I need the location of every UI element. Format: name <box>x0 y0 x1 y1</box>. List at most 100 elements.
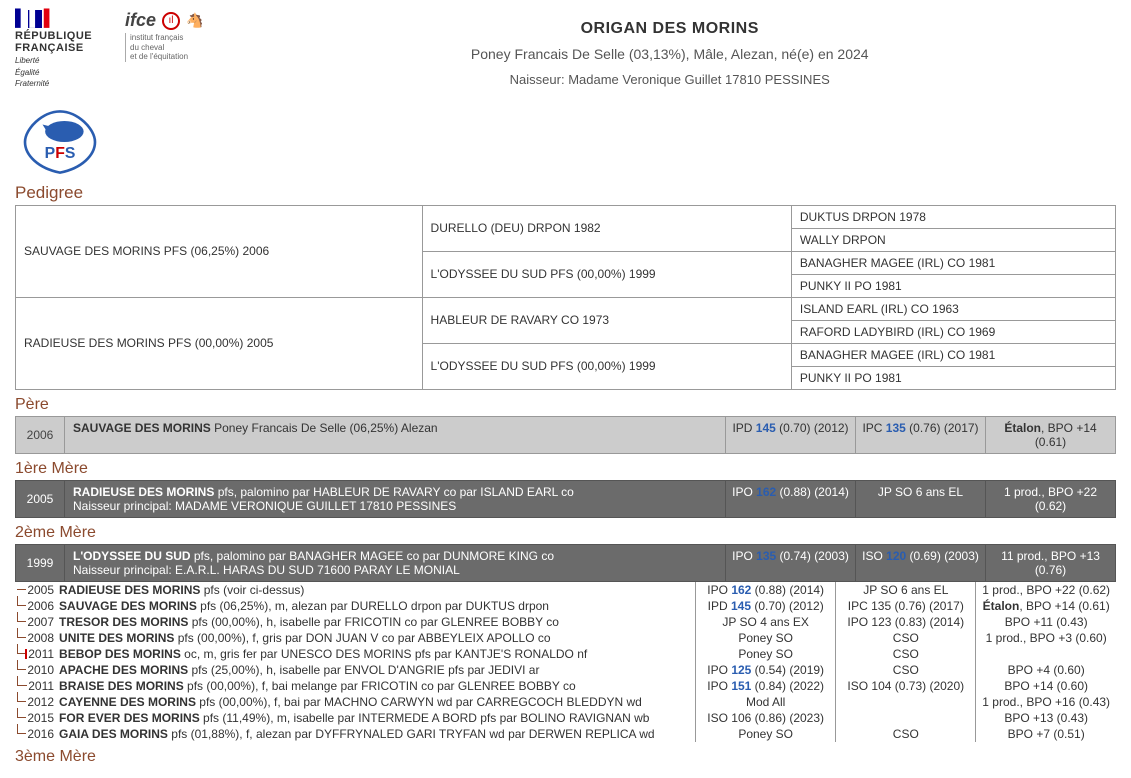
offspring-name: GAIA DES MORINS pfs (01,88%), f, alezan … <box>55 726 696 742</box>
offspring-row: 2012CAYENNE DES MORINS pfs (00,00%), f, … <box>15 694 1116 710</box>
offspring-stat1: Poney SO <box>696 630 836 646</box>
offspring-stat3: 1 prod., BPO +16 (0.43) <box>976 694 1116 710</box>
pere-row: 2006 SAUVAGE DES MORINS Poney Francais D… <box>15 416 1116 454</box>
section-pedigree: Pedigree <box>15 183 1116 203</box>
offspring-stat2: IPO 123 (0.83) (2014) <box>836 614 976 630</box>
offspring-table: 2005RADIEUSE DES MORINS pfs (voir ci-des… <box>15 582 1116 742</box>
offspring-stat1: IPD 145 (0.70) (2012) <box>696 598 836 614</box>
mere1-stat1: IPO 162 (0.88) (2014) <box>726 480 856 518</box>
offspring-year: 2010 <box>15 662 55 678</box>
pedigree-sds: BANAGHER MAGEE (IRL) CO 1981 <box>791 251 1115 274</box>
pedigree-dsd: RAFORD LADYBIRD (IRL) CO 1969 <box>791 320 1115 343</box>
rf-motto2: Égalité <box>15 68 105 78</box>
mere2-row: 1999 L'ODYSSEE DU SUD pfs, palomino par … <box>15 544 1116 582</box>
left-logos: ▌▌▌ RÉPUBLIQUE FRANÇAISE Liberté Égalité… <box>15 10 105 177</box>
pere-stat2: IPC 135 (0.76) (2017) <box>856 416 986 454</box>
section-mere2: 2ème Mère <box>15 524 1116 542</box>
offspring-name: SAUVAGE DES MORINS pfs (06,25%), m, alez… <box>55 598 696 614</box>
offspring-stat1: IPO 125 (0.54) (2019) <box>696 662 836 678</box>
offspring-stat3: BPO +7 (0.51) <box>976 726 1116 742</box>
offspring-stat2 <box>836 710 976 726</box>
pfs-logo: PFS <box>15 107 105 177</box>
offspring-stat1: Mod All <box>696 694 836 710</box>
ifce-sub: institut français du cheval et de l'équi… <box>125 33 203 62</box>
offspring-year: 2005 <box>15 582 55 598</box>
rf-line1: RÉPUBLIQUE <box>15 30 105 42</box>
republique-francaise-logo: ▌▌▌ RÉPUBLIQUE FRANÇAISE Liberté Égalité… <box>15 10 105 89</box>
offspring-name: UNITE DES MORINS pfs (00,00%), f, gris p… <box>55 630 696 646</box>
offspring-stat3: 1 prod., BPO +3 (0.60) <box>976 630 1116 646</box>
pedigree-sd: L'ODYSSEE DU SUD PFS (00,00%) 1999 <box>422 251 791 297</box>
horse-subtitle: Poney Francais De Selle (03,13%), Mâle, … <box>223 46 1116 62</box>
mere2-stat3: 11 prod., BPO +13 (0.76) <box>986 544 1116 582</box>
mere1-stat2: JP SO 6 ans EL <box>856 480 986 518</box>
offspring-name: BEBOP DES MORINS oc, m, gris fer par UNE… <box>55 646 696 662</box>
offspring-stat1: IPO 162 (0.88) (2014) <box>696 582 836 598</box>
offspring-row: 2011BRAISE DES MORINS pfs (00,00%), f, b… <box>15 678 1116 694</box>
pedigree-ss: DURELLO (DEU) DRPON 1982 <box>422 205 791 251</box>
mere1-year: 2005 <box>15 480 65 518</box>
offspring-stat2: CSO <box>836 726 976 742</box>
mere1-stat3: 1 prod., BPO +22 (0.62) <box>986 480 1116 518</box>
offspring-stat1: JP SO 4 ans EX <box>696 614 836 630</box>
offspring-stat1: ISO 106 (0.86) (2023) <box>696 710 836 726</box>
pedigree-dds: BANAGHER MAGEE (IRL) CO 1981 <box>791 343 1115 366</box>
offspring-row: 2010APACHE DES MORINS pfs (25,00%), h, i… <box>15 662 1116 678</box>
pedigree-sdd: PUNKY II PO 1981 <box>791 274 1115 297</box>
pedigree-sire: SAUVAGE DES MORINS PFS (06,25%) 2006 <box>16 205 423 297</box>
offspring-row: 2011BEBOP DES MORINS oc, m, gris fer par… <box>15 646 1116 662</box>
offspring-stat1: Poney SO <box>696 726 836 742</box>
offspring-year: 2006 <box>15 598 55 614</box>
mere1-name-cell: RADIEUSE DES MORINS pfs, palomino par HA… <box>65 480 726 518</box>
offspring-year: 2008 <box>15 630 55 646</box>
offspring-stat3: BPO +14 (0.60) <box>976 678 1116 694</box>
offspring-stat1: IPO 151 (0.84) (2022) <box>696 678 836 694</box>
offspring-name: CAYENNE DES MORINS pfs (00,00%), f, bai … <box>55 694 696 710</box>
mere2-name-cell: L'ODYSSEE DU SUD pfs, palomino par BANAG… <box>65 544 726 582</box>
rf-motto3: Fraternité <box>15 79 105 89</box>
offspring-year: 2012 <box>15 694 55 710</box>
offspring-name: FOR EVER DES MORINS pfs (11,49%), m, isa… <box>55 710 696 726</box>
offspring-stat3: Étalon, BPO +14 (0.61) <box>976 598 1116 614</box>
offspring-row: 2006SAUVAGE DES MORINS pfs (06,25%), m, … <box>15 598 1116 614</box>
rf-motto1: Liberté <box>15 56 105 66</box>
ifce-logo: ifce ıl 🐴 <box>125 10 203 31</box>
ifce-block: ifce ıl 🐴 institut français du cheval et… <box>125 10 203 62</box>
ifce-horse-icon: 🐴 <box>186 12 203 29</box>
pedigree-table: SAUVAGE DES MORINS PFS (06,25%) 2006 DUR… <box>15 205 1116 390</box>
section-mere3: 3ème Mère <box>15 748 1116 766</box>
pedigree-sss: DUKTUS DRPON 1978 <box>791 205 1115 228</box>
pedigree-ddd: PUNKY II PO 1981 <box>791 366 1115 389</box>
offspring-row: 2005RADIEUSE DES MORINS pfs (voir ci-des… <box>15 582 1116 598</box>
pere-stat3: Étalon, BPO +14 (0.61) <box>986 416 1116 454</box>
mere2-year: 1999 <box>15 544 65 582</box>
offspring-stat2: ISO 104 (0.73) (2020) <box>836 678 976 694</box>
section-pere: Père <box>15 396 1116 414</box>
pere-stat1: IPD 145 (0.70) (2012) <box>726 416 856 454</box>
pedigree-dss: ISLAND EARL (IRL) CO 1963 <box>791 297 1115 320</box>
offspring-stat1: Poney SO <box>696 646 836 662</box>
svg-text:PFS: PFS <box>45 145 76 162</box>
section-mere1: 1ère Mère <box>15 460 1116 478</box>
offspring-year: 2011 <box>15 678 55 694</box>
mere1-row: 2005 RADIEUSE DES MORINS pfs, palomino p… <box>15 480 1116 518</box>
offspring-row: 2008UNITE DES MORINS pfs (00,00%), f, gr… <box>15 630 1116 646</box>
offspring-year: 2011 <box>15 646 55 662</box>
rf-line2: FRANÇAISE <box>15 42 105 54</box>
ifce-circle-icon: ıl <box>162 12 180 30</box>
offspring-stat3: BPO +11 (0.43) <box>976 614 1116 630</box>
offspring-name: RADIEUSE DES MORINS pfs (voir ci-dessus) <box>55 582 696 598</box>
horse-breeder: Naisseur: Madame Veronique Guillet 17810… <box>223 72 1116 87</box>
offspring-year: 2016 <box>15 726 55 742</box>
mere2-stat2: ISO 120 (0.69) (2003) <box>856 544 986 582</box>
pere-year: 2006 <box>15 416 65 454</box>
offspring-stat3 <box>976 646 1116 662</box>
offspring-stat2: JP SO 6 ans EL <box>836 582 976 598</box>
offspring-stat2: IPC 135 (0.76) (2017) <box>836 598 976 614</box>
pedigree-dam: RADIEUSE DES MORINS PFS (00,00%) 2005 <box>16 297 423 389</box>
offspring-name: BRAISE DES MORINS pfs (00,00%), f, bai m… <box>55 678 696 694</box>
offspring-stat3: BPO +4 (0.60) <box>976 662 1116 678</box>
pedigree-ssd: WALLY DRPON <box>791 228 1115 251</box>
offspring-year: 2015 <box>15 710 55 726</box>
header: ▌▌▌ RÉPUBLIQUE FRANÇAISE Liberté Égalité… <box>15 10 1116 177</box>
